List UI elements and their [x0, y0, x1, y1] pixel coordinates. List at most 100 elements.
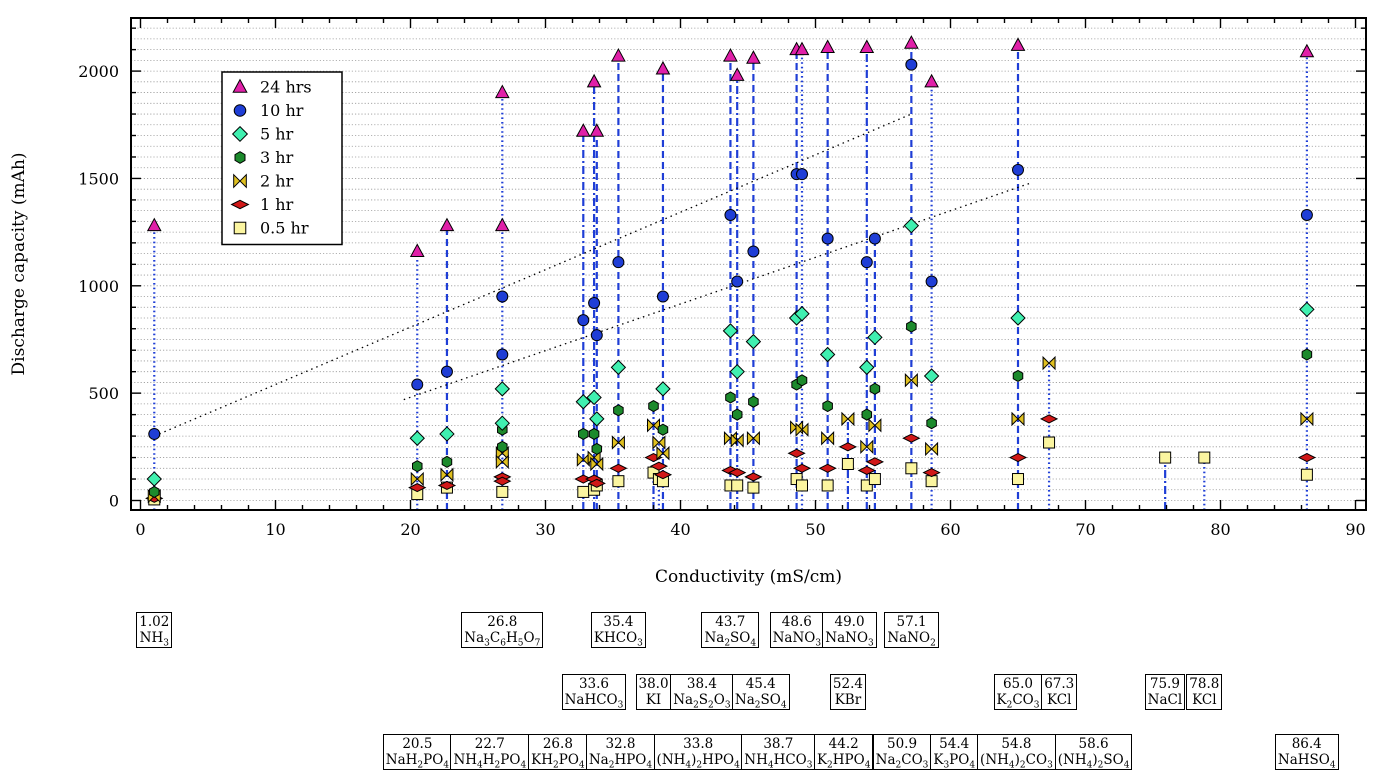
electrolyte-label: 22.7 NH4H2PO4: [450, 734, 530, 770]
point-0-5-hr: [577, 485, 590, 498]
electrolyte-formula: K2HPO4: [816, 752, 871, 771]
trend-lines: [154, 113, 1032, 437]
electrolyte-conductivity: 49.0: [834, 614, 865, 630]
point-10-hr: [860, 256, 873, 269]
electrolyte-formula: K3PO4: [933, 752, 976, 771]
point-24-hrs: [859, 39, 875, 53]
electrolyte-label: 86.4 NaHSO4: [1274, 734, 1339, 771]
point-3-hr: [748, 395, 759, 408]
y-axis-label: Discharge capacity (mAh): [9, 153, 29, 376]
electrolyte-label: 38.4 Na2S2O3: [670, 674, 734, 710]
legend-label: 1 hr: [260, 195, 294, 214]
electrolyte-conductivity: 38.0: [638, 676, 669, 692]
x-tick-label: 10: [265, 520, 285, 539]
electrolyte-label: 54.4 K3PO4: [930, 734, 979, 771]
point-5-hr: [589, 411, 605, 427]
point-0-5-hr: [496, 485, 509, 498]
point-5-hr: [575, 394, 592, 410]
point-24-hrs: [494, 217, 510, 232]
point-2-hr: [841, 411, 855, 427]
electrolyte-label: 1.02 NH3: [136, 612, 173, 648]
legend-label: 10 hr: [260, 101, 304, 120]
electrolyte-formula: NaNO2: [887, 630, 936, 649]
electrolyte-conductivity: 22.7: [474, 736, 505, 752]
point-24-hrs: [494, 84, 510, 99]
x-tick-label: 40: [670, 520, 690, 539]
electrolyte-conductivity: 65.0: [1002, 676, 1034, 692]
electrolyte-formula: NaH2PO4: [385, 752, 450, 771]
point-1-hr: [744, 472, 763, 482]
point-1-hr: [728, 468, 747, 478]
electrolyte-conductivity: 54.4: [939, 736, 970, 752]
electrolyte-label: 32.8 Na2HPO4: [585, 734, 656, 770]
legend-marker: [230, 199, 250, 210]
legend-marker: [231, 125, 249, 143]
point-10-hr: [731, 275, 744, 288]
point-2-hr: [656, 446, 670, 461]
point-0-5-hr: [796, 479, 808, 492]
point-2-hr: [821, 431, 835, 446]
electrolyte-label: 48.6 NaNO3: [769, 612, 825, 648]
point-3-hr: [1012, 369, 1024, 383]
electrolyte-conductivity: 54.8: [1001, 736, 1032, 752]
electrolyte-label: 52.4 KBr: [829, 674, 866, 710]
point-0-5-hr: [1043, 436, 1056, 449]
point-10-hr: [496, 290, 509, 303]
point-2-hr: [746, 431, 760, 446]
point-24-hrs: [1299, 43, 1315, 58]
point-2-hr: [904, 373, 918, 388]
electrolyte-formula: NH4HCO3: [744, 752, 813, 771]
point-2-hr: [925, 441, 939, 457]
electrolyte-conductivity: 75.9: [1149, 676, 1180, 692]
electrolyte-formula: K2CO3: [996, 692, 1040, 711]
point-5-hr: [722, 323, 739, 339]
electrolyte-conductivity: 57.1: [896, 614, 927, 630]
point-10-hr: [612, 256, 625, 269]
point-0-5-hr: [1198, 451, 1211, 464]
electrolyte-label: 38.7 NH4HCO3: [741, 734, 816, 771]
point-10-hr: [588, 296, 601, 309]
y-tick-labels: 0 500 1000 1500 2000: [78, 62, 119, 510]
point-1-hr: [902, 433, 921, 443]
point-24-hrs: [746, 50, 761, 64]
point-10-hr: [747, 245, 760, 258]
point-5-hr: [903, 217, 920, 234]
point-5-hr: [610, 359, 627, 376]
electrolyte-conductivity: 26.8: [542, 736, 573, 752]
point-3-hr: [149, 485, 160, 498]
point-1-hr: [857, 465, 876, 476]
electrolyte-formula: KHCO3: [593, 630, 643, 649]
electrolyte-formula: (NH4)2SO4: [1057, 752, 1130, 771]
point-2-hr: [652, 435, 666, 450]
point-0-5-hr: [868, 473, 881, 486]
point-5-hr: [146, 471, 162, 487]
point-2-hr: [495, 454, 509, 470]
point-10-hr: [440, 365, 453, 378]
point-0-5-hr: [1300, 468, 1313, 481]
electrolyte-conductivity: 35.4: [603, 614, 634, 630]
point-2-hr: [860, 439, 874, 455]
point-3-hr: [869, 382, 881, 395]
electrolyte-label: 44.2 K2HPO4: [813, 734, 874, 771]
electrolyte-conductivity: 43.7: [715, 614, 746, 630]
point-24-hrs: [924, 73, 939, 88]
point-0-5-hr: [905, 462, 918, 475]
point-24-hrs: [820, 39, 835, 53]
point-1-hr: [653, 470, 673, 480]
point-1-hr: [838, 442, 858, 452]
point-3-hr: [1301, 348, 1313, 361]
point-5-hr: [794, 306, 810, 322]
point-24-hrs: [575, 123, 591, 137]
axis-ticks: [131, 18, 1366, 510]
electrolyte-label: 57.1 NaNO2: [884, 612, 939, 649]
point-10-hr: [821, 232, 834, 245]
electrolyte-label: 54.8 (NH4)2CO3: [977, 734, 1056, 770]
point-1-hr: [818, 463, 837, 473]
electrolyte-label: 33.6 NaHCO3: [561, 674, 627, 710]
point-0-5-hr: [1159, 451, 1172, 464]
point-10-hr: [1012, 163, 1024, 176]
electrolyte-conductivity: 45.4: [745, 676, 776, 692]
point-5-hr: [439, 426, 455, 442]
electrolyte-formula: NaHSO4: [1277, 752, 1336, 771]
point-24-hrs: [146, 217, 162, 232]
